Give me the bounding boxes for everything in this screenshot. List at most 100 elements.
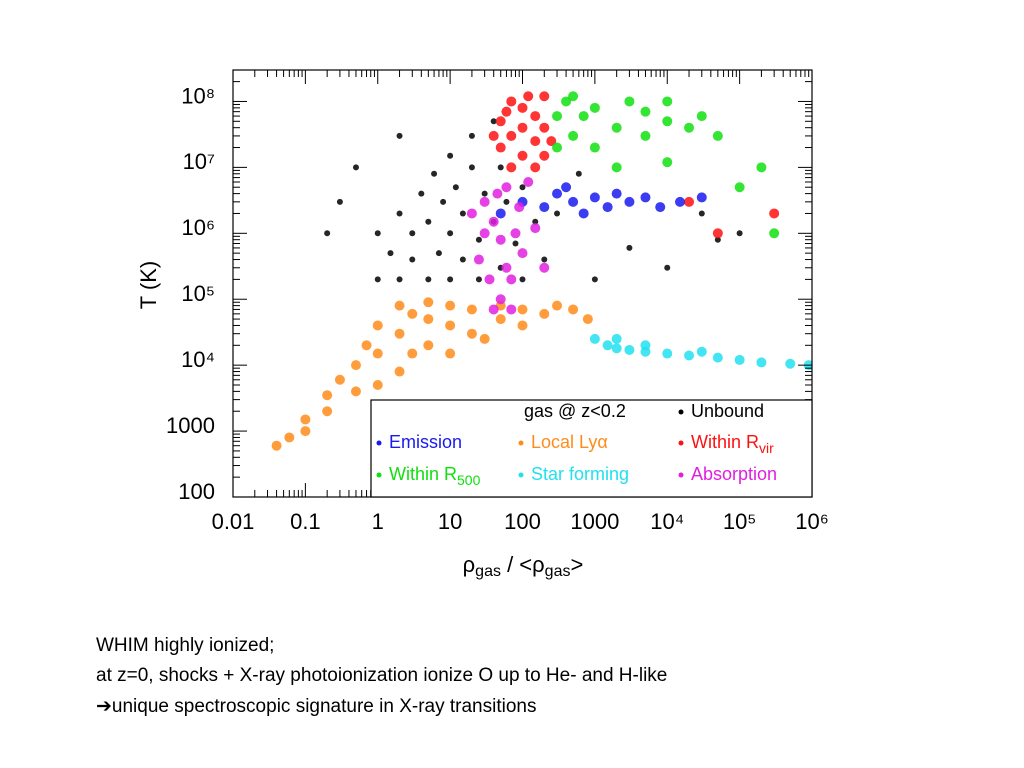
data-point [624, 196, 635, 207]
data-point [495, 234, 506, 245]
data-point [530, 223, 541, 234]
data-point [506, 304, 517, 315]
x-axis-label: ρgas / <ρgas> [463, 552, 584, 580]
data-point [488, 304, 499, 315]
data-point [530, 162, 541, 173]
data-point [568, 91, 579, 102]
data-point [539, 262, 550, 273]
y-tick-label: 10⁴ [181, 347, 215, 372]
data-point [530, 111, 541, 122]
data-point [611, 162, 622, 173]
legend-marker [518, 472, 524, 478]
x-label-part: / <ρ [501, 552, 545, 577]
y-tick-label: 10⁵ [181, 281, 215, 306]
data-point [684, 350, 695, 361]
legend-label: Within R500 [389, 464, 481, 488]
y-tick-label: 10⁶ [181, 215, 215, 240]
data-point [466, 304, 477, 315]
data-point [552, 300, 563, 311]
data-point [440, 198, 447, 205]
data-point [655, 202, 666, 213]
data-point [361, 340, 372, 351]
data-point [568, 130, 579, 141]
data-point [488, 216, 499, 227]
x-tick-label: 10⁴ [650, 509, 684, 534]
data-point [300, 414, 311, 425]
data-point [514, 202, 525, 213]
data-point [300, 426, 311, 437]
legend-label: Emission [389, 432, 462, 452]
data-point [445, 320, 456, 331]
legend-name: Within R [691, 432, 759, 452]
data-point [611, 333, 622, 344]
data-point [372, 348, 383, 359]
data-point [409, 230, 416, 237]
legend-title: gas @ z<0.2 [524, 401, 626, 421]
data-point [372, 320, 383, 331]
data-point [322, 406, 333, 417]
data-point [696, 192, 707, 203]
legend-label: Absorption [691, 464, 777, 484]
data-point [495, 116, 506, 127]
data-point [447, 276, 454, 283]
data-point [640, 192, 651, 203]
data-point [662, 116, 673, 127]
data-point [374, 230, 381, 237]
data-point [589, 142, 600, 153]
data-point [602, 202, 613, 213]
legend-box [370, 399, 813, 498]
data-point [495, 294, 506, 305]
caption-line: at z=0, shocks + X-ray photoionization i… [96, 665, 667, 686]
legend-name: Emission [389, 432, 462, 452]
data-point [484, 274, 495, 285]
plot-points [271, 91, 812, 451]
data-point [519, 276, 526, 283]
x-label-sub: gas [475, 563, 501, 580]
data-point [736, 230, 743, 237]
data-point [418, 190, 425, 197]
legend-sub: 500 [457, 472, 481, 488]
legend-marker [376, 472, 382, 478]
data-point [466, 208, 477, 219]
x-tick-label: 10 [438, 509, 462, 534]
legend-label: Unbound [691, 401, 764, 421]
data-point [479, 196, 490, 207]
legend-marker [678, 409, 684, 415]
data-point [425, 276, 432, 283]
legend-sub: vir [759, 440, 774, 456]
x-tick-label: 1000 [570, 509, 619, 534]
data-point [490, 118, 497, 125]
data-point [372, 379, 383, 390]
data-point [481, 190, 488, 197]
data-point [506, 130, 517, 141]
data-point [479, 228, 490, 239]
data-point [624, 344, 635, 355]
data-point [435, 250, 442, 257]
data-point [336, 198, 343, 205]
data-point [714, 236, 721, 243]
data-point [674, 196, 685, 207]
data-point [506, 274, 517, 285]
data-point [578, 208, 589, 219]
data-point [552, 142, 563, 153]
data-point [512, 240, 519, 247]
data-point [568, 196, 579, 207]
data-point [684, 122, 695, 133]
data-point [506, 96, 517, 107]
data-point [589, 192, 600, 203]
data-point [561, 96, 572, 107]
data-point [396, 210, 403, 217]
data-point [387, 250, 394, 257]
x-label-part: ρ [463, 552, 476, 577]
data-point [466, 328, 477, 339]
data-point [423, 314, 434, 325]
data-point [447, 152, 454, 159]
x-tick-label: 10⁵ [723, 509, 757, 534]
data-point [506, 162, 517, 173]
data-point [394, 300, 405, 311]
data-point [497, 164, 504, 171]
data-point [510, 228, 521, 239]
data-point [589, 333, 600, 344]
data-point [322, 390, 333, 401]
data-point [756, 162, 767, 173]
